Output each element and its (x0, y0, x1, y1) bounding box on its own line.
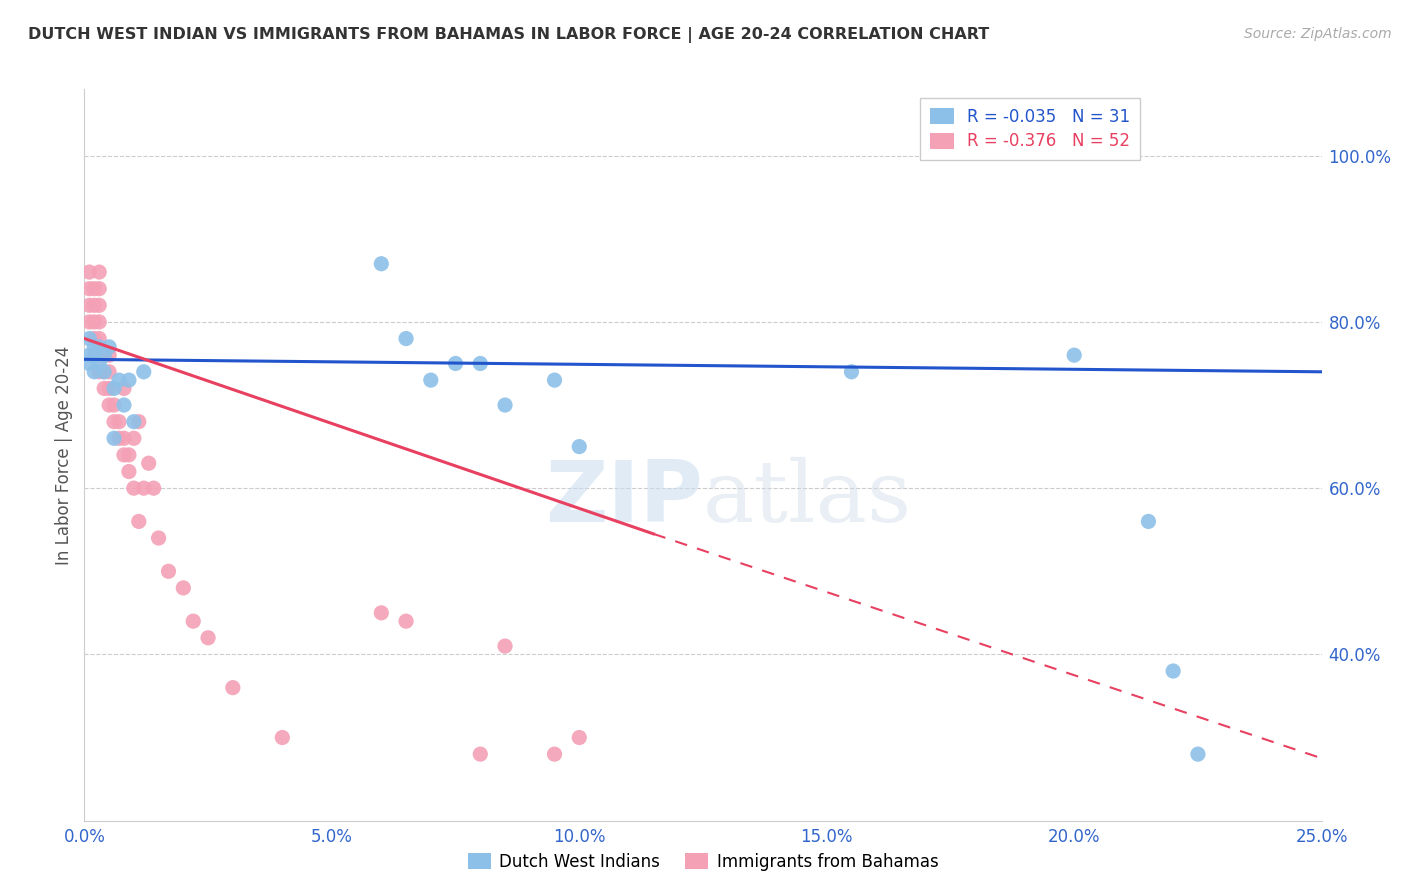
Point (222, 681, 245, 695)
Point (83, 332, 105, 346)
Point (103, 415, 125, 429)
Legend: R = -0.035   N = 31, R = -0.376   N = 52: R = -0.035 N = 31, R = -0.376 N = 52 (921, 97, 1140, 161)
Point (83, 298, 105, 312)
Point (93, 348, 115, 362)
Point (118, 448, 141, 462)
Point (128, 515, 150, 529)
Point (157, 564, 180, 578)
Point (79, 265, 101, 279)
Point (79, 348, 101, 362)
Point (444, 357, 467, 371)
Point (122, 415, 145, 429)
Point (370, 606, 392, 620)
Point (543, 373, 565, 387)
Point (108, 431, 131, 445)
Y-axis label: In Labor Force | Age 20-24: In Labor Force | Age 20-24 (55, 345, 73, 565)
Point (568, 440, 591, 454)
Point (98, 365, 121, 379)
Point (83, 340, 105, 354)
Point (98, 381, 121, 395)
Point (108, 373, 131, 387)
Point (83, 282, 105, 296)
Point (118, 465, 141, 479)
Legend: Dutch West Indians, Immigrants from Bahamas: Dutch West Indians, Immigrants from Baha… (460, 845, 946, 880)
Point (89, 348, 111, 362)
Point (103, 431, 125, 445)
Point (142, 481, 165, 495)
Point (395, 332, 418, 346)
Text: Source: ZipAtlas.com: Source: ZipAtlas.com (1244, 27, 1392, 41)
Point (1137, 515, 1160, 529)
Point (79, 332, 101, 346)
Point (370, 257, 392, 271)
Point (181, 614, 204, 628)
Point (79, 282, 101, 296)
Point (89, 340, 111, 354)
Point (93, 365, 115, 379)
Text: ZIP: ZIP (546, 458, 703, 541)
Point (112, 398, 135, 412)
Point (1161, 664, 1184, 678)
Point (89, 365, 111, 379)
Point (93, 365, 115, 379)
Point (494, 639, 516, 653)
Point (841, 365, 863, 379)
Point (103, 381, 125, 395)
Point (108, 415, 131, 429)
Point (98, 340, 121, 354)
Point (494, 398, 516, 412)
Point (148, 531, 170, 545)
Point (89, 265, 111, 279)
Point (93, 381, 115, 395)
Point (103, 398, 125, 412)
Point (419, 373, 441, 387)
Point (89, 332, 111, 346)
Point (89, 298, 111, 312)
Point (132, 481, 155, 495)
Point (79, 298, 101, 312)
Point (118, 373, 141, 387)
Text: atlas: atlas (703, 458, 912, 541)
Point (112, 448, 135, 462)
Point (1187, 747, 1209, 761)
Point (98, 398, 121, 412)
Text: DUTCH WEST INDIAN VS IMMIGRANTS FROM BAHAMAS IN LABOR FORCE | AGE 20-24 CORRELAT: DUTCH WEST INDIAN VS IMMIGRANTS FROM BAH… (28, 27, 990, 43)
Point (568, 731, 591, 745)
Point (1063, 348, 1085, 362)
Point (128, 415, 150, 429)
Point (79, 357, 101, 371)
Point (271, 731, 294, 745)
Point (122, 431, 145, 445)
Point (543, 747, 565, 761)
Point (395, 614, 418, 628)
Point (83, 315, 105, 329)
Point (89, 357, 111, 371)
Point (83, 348, 105, 362)
Point (112, 431, 135, 445)
Point (197, 631, 219, 645)
Point (93, 348, 115, 362)
Point (470, 747, 492, 761)
Point (132, 365, 155, 379)
Point (89, 315, 111, 329)
Point (138, 456, 160, 470)
Point (470, 357, 492, 371)
Point (83, 348, 105, 362)
Point (172, 581, 194, 595)
Point (98, 348, 121, 362)
Point (79, 315, 101, 329)
Point (89, 282, 111, 296)
Point (83, 365, 105, 379)
Point (122, 481, 145, 495)
Point (112, 381, 135, 395)
